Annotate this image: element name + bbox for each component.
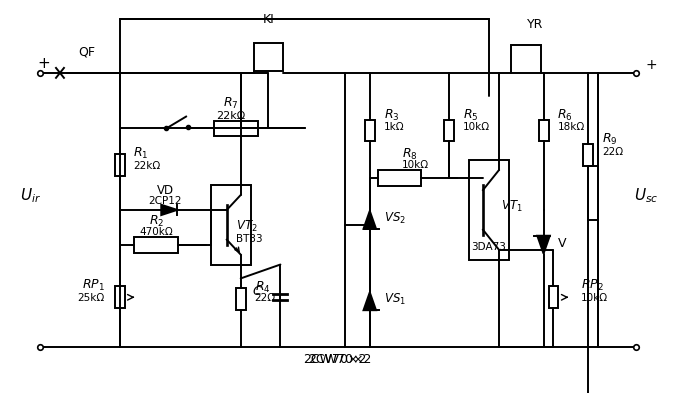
Text: V: V xyxy=(558,237,566,250)
Text: 2CW70×2: 2CW70×2 xyxy=(308,353,372,366)
Text: $VS_2$: $VS_2$ xyxy=(384,211,406,226)
Text: 25kΩ: 25kΩ xyxy=(78,293,105,303)
Text: $VT_2$: $VT_2$ xyxy=(236,219,258,234)
Text: 22Ω: 22Ω xyxy=(602,147,623,157)
Text: $R_1$: $R_1$ xyxy=(133,146,149,162)
Text: 10kΩ: 10kΩ xyxy=(463,123,490,132)
Bar xyxy=(115,286,124,308)
Text: 10kΩ: 10kΩ xyxy=(402,160,429,170)
Polygon shape xyxy=(364,211,376,229)
Text: $U_{ir}$: $U_{ir}$ xyxy=(20,186,41,204)
Text: $C$: $C$ xyxy=(252,285,262,298)
Text: $R_5$: $R_5$ xyxy=(463,108,479,123)
Text: 10kΩ: 10kΩ xyxy=(581,293,608,303)
Bar xyxy=(583,144,593,166)
Text: $R_3$: $R_3$ xyxy=(384,108,400,123)
Text: $VT_1$: $VT_1$ xyxy=(501,199,523,214)
Bar xyxy=(115,154,124,176)
Bar xyxy=(469,160,509,260)
Text: $R_6$: $R_6$ xyxy=(558,108,573,123)
Text: $R_8$: $R_8$ xyxy=(402,147,417,162)
Bar xyxy=(548,286,558,308)
Bar xyxy=(444,119,454,141)
Text: 2CP12: 2CP12 xyxy=(149,196,182,206)
Text: 2CW70×2: 2CW70×2 xyxy=(304,353,366,366)
Text: $R_2$: $R_2$ xyxy=(149,214,164,229)
Text: $RP_1$: $RP_1$ xyxy=(82,278,105,294)
Text: 22kΩ: 22kΩ xyxy=(216,111,245,121)
Text: 470kΩ: 470kΩ xyxy=(139,227,173,237)
Bar xyxy=(135,237,178,253)
Polygon shape xyxy=(364,292,376,310)
Text: +: + xyxy=(38,56,51,71)
Text: +: + xyxy=(646,58,658,72)
Text: 18kΩ: 18kΩ xyxy=(558,123,585,132)
Text: BT33: BT33 xyxy=(236,234,262,243)
Text: 1kΩ: 1kΩ xyxy=(384,123,404,132)
Text: $R_7$: $R_7$ xyxy=(223,96,239,111)
Text: KI: KI xyxy=(262,13,274,26)
Text: $RP_2$: $RP_2$ xyxy=(581,278,604,294)
Text: $R_9$: $R_9$ xyxy=(602,132,618,147)
Bar xyxy=(539,119,548,141)
Text: $U_{sc}$: $U_{sc}$ xyxy=(633,186,658,204)
Text: YR: YR xyxy=(527,18,544,31)
Text: $VS_1$: $VS_1$ xyxy=(384,292,406,307)
Text: 22kΩ: 22kΩ xyxy=(133,161,161,171)
Bar xyxy=(365,119,375,141)
Bar xyxy=(236,288,245,310)
Text: $R_4$: $R_4$ xyxy=(255,280,270,296)
Bar xyxy=(214,121,258,136)
Polygon shape xyxy=(537,236,550,254)
Bar xyxy=(211,185,251,264)
Text: 22Ω: 22Ω xyxy=(255,293,276,303)
Bar xyxy=(511,45,541,73)
Text: 3DA73: 3DA73 xyxy=(471,242,506,252)
Text: VD: VD xyxy=(157,184,174,197)
Polygon shape xyxy=(162,205,177,215)
Bar xyxy=(378,170,421,186)
Bar xyxy=(254,43,283,71)
Text: QF: QF xyxy=(78,45,95,58)
